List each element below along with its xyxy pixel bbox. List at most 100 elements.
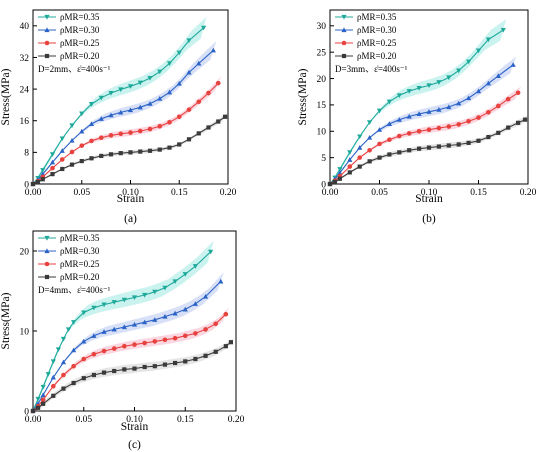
data-point: [505, 96, 511, 102]
legend-label: ρMR=0.25: [60, 38, 100, 48]
series-0: [30, 25, 207, 187]
x-tick-label: 0.15: [470, 188, 487, 198]
data-point: [446, 104, 452, 110]
x-tick-label: 0.20: [520, 188, 537, 198]
x-tick-label: 0.00: [25, 415, 42, 425]
data-point: [128, 150, 133, 155]
x-tick-label: 0.05: [371, 188, 388, 198]
legend: ρMR=0.35 ρMR=0.30 ρMR=0.25 ρMR=0.20 D=2mm、ε̇…: [38, 12, 111, 74]
data-point: [121, 324, 127, 330]
legend-marker: [44, 53, 50, 59]
series-0: [30, 249, 214, 414]
data-point: [495, 73, 501, 78]
y-tick-label: 8: [24, 149, 29, 159]
data-point: [357, 145, 363, 150]
data-point: [397, 150, 402, 155]
data-point: [61, 386, 66, 391]
series-2: [327, 90, 521, 187]
series-band: [30, 307, 229, 411]
y-tick-label: 5: [321, 154, 326, 164]
data-point: [376, 108, 383, 114]
data-point: [172, 279, 178, 284]
data-point: [186, 107, 192, 112]
data-point: [176, 114, 182, 120]
data-point: [476, 115, 481, 120]
data-point: [436, 107, 442, 112]
legend-marker: [44, 40, 50, 46]
data-point: [386, 121, 392, 126]
series-band: [327, 56, 517, 184]
data-point: [157, 95, 163, 101]
data-point: [172, 335, 178, 341]
data-point: [436, 144, 441, 149]
series-band: [327, 19, 507, 184]
data-point: [71, 347, 77, 353]
data-point: [208, 249, 214, 255]
data-point: [203, 353, 208, 358]
data-point: [60, 359, 67, 365]
y-tick-label: 10: [20, 327, 30, 337]
x-axis-title: Strain: [121, 421, 149, 433]
data-point: [60, 336, 67, 342]
data-point: [475, 88, 482, 94]
data-point: [79, 143, 85, 148]
data-point: [91, 305, 97, 311]
data-point: [59, 157, 65, 162]
legend-label: ρMR=0.35: [60, 233, 100, 243]
data-point: [60, 166, 65, 172]
data-point: [59, 148, 65, 153]
data-point: [81, 338, 87, 344]
data-point: [377, 155, 382, 160]
data-point: [186, 38, 192, 44]
data-point: [88, 121, 95, 126]
legend: ρMR=0.35 ρMR=0.30 ρMR=0.25 ρMR=0.20 D=4mm、ε̇…: [38, 233, 111, 295]
series-1: [327, 62, 516, 187]
data-point: [118, 131, 124, 137]
series-band: [30, 16, 207, 185]
data-point: [186, 69, 192, 75]
data-point: [213, 321, 218, 327]
data-point: [337, 170, 343, 176]
legend-label: ρMR=0.30: [60, 246, 100, 256]
y-axis-title: Stress(MPa): [0, 68, 12, 125]
data-point: [152, 339, 158, 344]
x-tick-label: 0.00: [25, 188, 42, 198]
condition-annotation: D=3mm、ε̇=400s⁻¹: [335, 64, 408, 74]
data-point: [475, 48, 482, 54]
data-point: [112, 368, 117, 374]
data-point: [426, 109, 432, 114]
data-point: [466, 140, 471, 145]
data-point: [186, 137, 192, 142]
data-point: [162, 337, 168, 343]
data-point: [416, 111, 422, 116]
y-tick-label: 20: [20, 247, 30, 257]
data-point: [108, 133, 114, 138]
data-point: [59, 136, 65, 142]
series-1: [30, 47, 216, 187]
data-point: [327, 181, 333, 187]
legend-marker: [44, 14, 50, 20]
data-point: [101, 348, 107, 354]
legend-marker: [341, 27, 347, 33]
data-point: [167, 120, 172, 125]
legend-label: ρMR=0.30: [60, 25, 100, 35]
y-tick-label: 16: [20, 117, 30, 127]
data-point: [108, 90, 114, 96]
legend-label: ρMR=0.20: [357, 51, 397, 61]
data-point: [118, 109, 124, 115]
data-point: [367, 135, 373, 140]
data-point: [496, 130, 501, 135]
data-point: [367, 120, 373, 125]
data-point: [89, 156, 94, 161]
y-tick-label: 10: [317, 128, 327, 138]
data-point: [121, 297, 127, 303]
data-point: [35, 405, 41, 410]
data-point: [157, 147, 162, 152]
data-point: [111, 300, 117, 305]
data-point: [131, 295, 138, 300]
series-line: [329, 119, 526, 185]
data-point: [81, 310, 87, 316]
legend-marker: [341, 14, 347, 20]
data-point: [111, 326, 117, 332]
data-point: [122, 367, 127, 372]
